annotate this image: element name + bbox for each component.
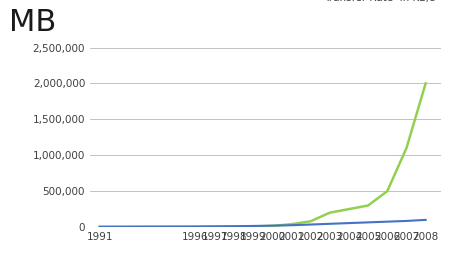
Capacity in MB — [385, 190, 390, 193]
Line: Capacity in MB: Capacity in MB — [99, 83, 426, 227]
Transfer Rate  in KB/s — [289, 224, 294, 227]
Transfer Rate  in KB/s — [308, 223, 313, 226]
Capacity in MB — [193, 225, 198, 229]
Transfer Rate  in KB/s — [212, 225, 217, 228]
Transfer Rate  in KB/s — [250, 224, 256, 228]
Transfer Rate  in KB/s — [346, 221, 351, 225]
Transfer Rate  in KB/s — [270, 224, 275, 227]
Transfer Rate  in KB/s — [231, 225, 237, 228]
Capacity in MB — [270, 224, 275, 228]
Transfer Rate  in KB/s — [423, 218, 428, 221]
Capacity in MB — [212, 225, 217, 228]
Transfer Rate  in KB/s — [193, 225, 198, 228]
Capacity in MB — [327, 211, 333, 214]
Capacity in MB — [97, 225, 102, 229]
Transfer Rate  in KB/s — [365, 221, 371, 224]
Line: Transfer Rate  in KB/s: Transfer Rate in KB/s — [99, 220, 426, 227]
Legend: Capacity in MB, Transfer Rate  in KB/s: Capacity in MB, Transfer Rate in KB/s — [293, 0, 436, 3]
Transfer Rate  in KB/s — [385, 220, 390, 223]
Text: MB: MB — [9, 8, 56, 37]
Capacity in MB — [308, 220, 313, 223]
Transfer Rate  in KB/s — [404, 219, 409, 223]
Transfer Rate  in KB/s — [327, 222, 333, 225]
Capacity in MB — [365, 204, 371, 207]
Capacity in MB — [346, 208, 351, 211]
Capacity in MB — [404, 147, 409, 150]
Capacity in MB — [289, 223, 294, 226]
Capacity in MB — [250, 225, 256, 228]
Capacity in MB — [423, 82, 428, 85]
Transfer Rate  in KB/s — [97, 225, 102, 228]
Capacity in MB — [231, 225, 237, 228]
